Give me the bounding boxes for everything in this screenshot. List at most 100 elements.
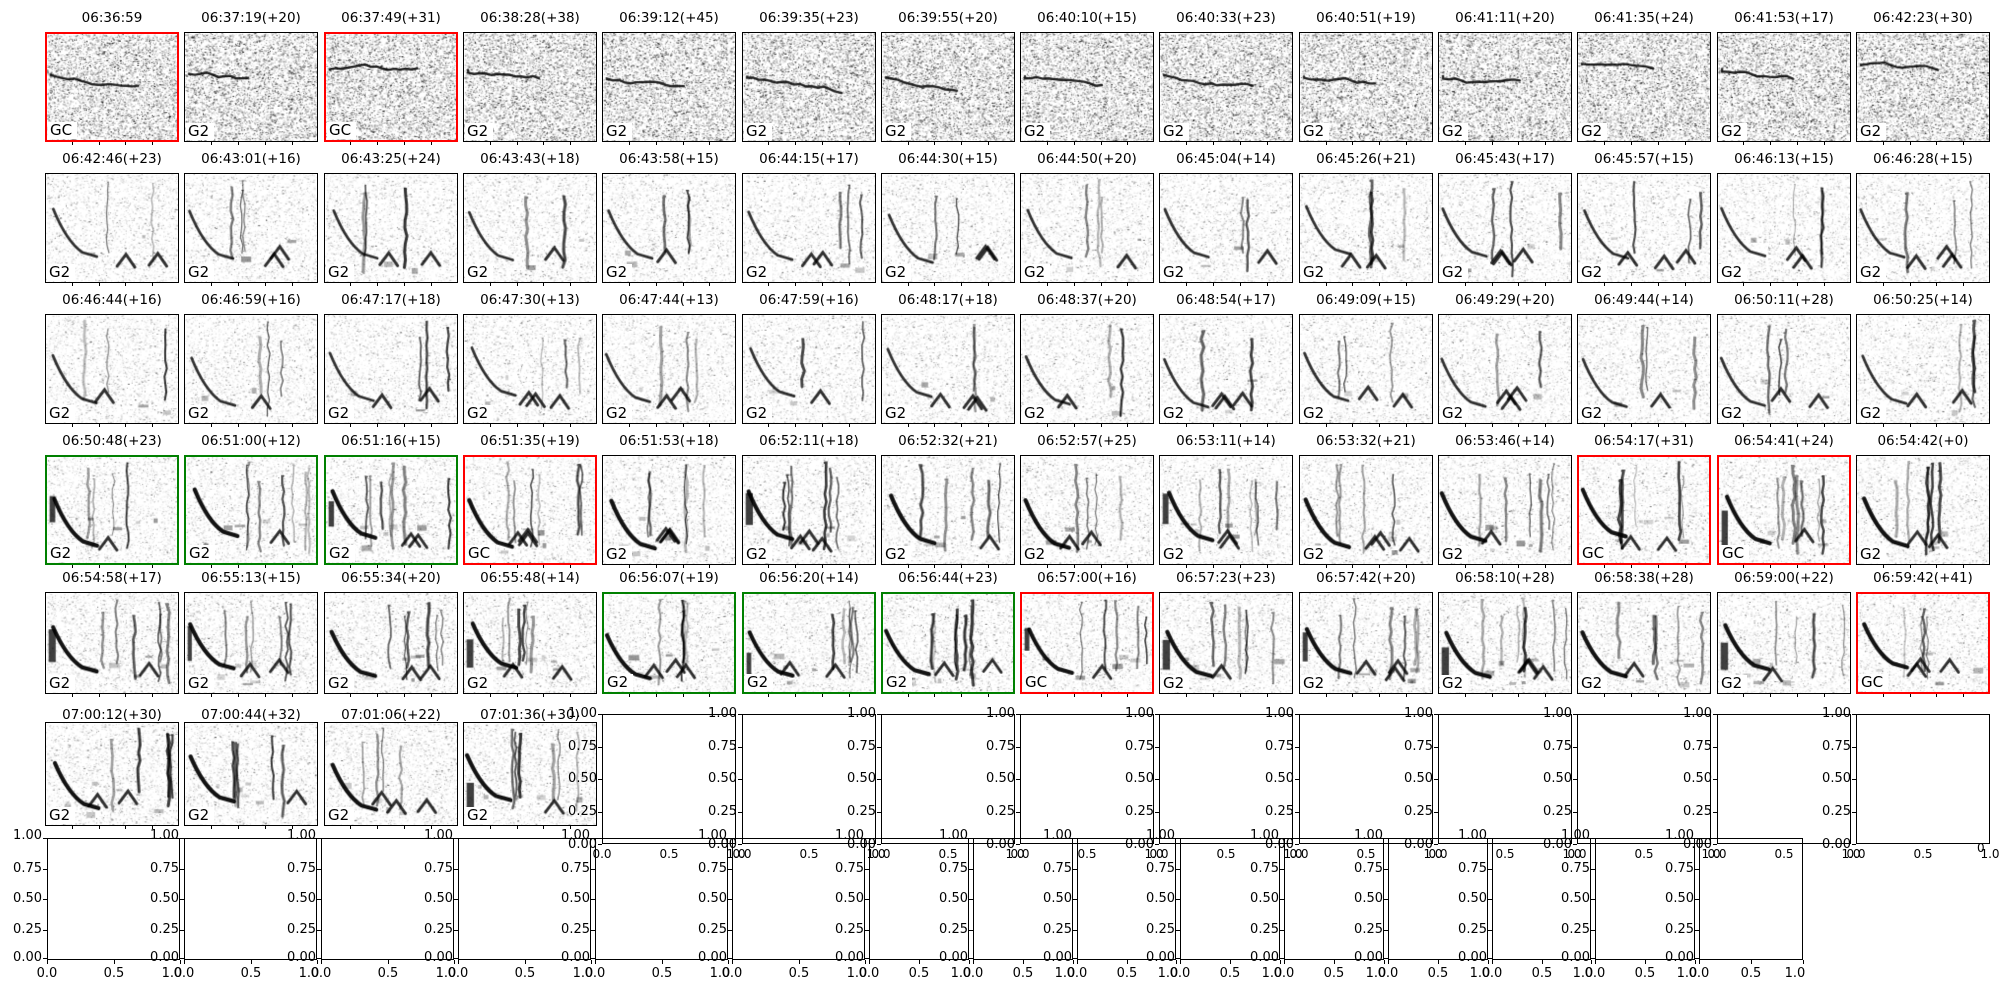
axis-tick [683, 142, 684, 145]
axis-tick [1824, 694, 1825, 697]
axis-tick [1240, 565, 1241, 568]
axis-tick [1545, 283, 1546, 286]
axis-tick [877, 844, 881, 845]
clip-title: 06:54:58(+17) [62, 570, 162, 586]
axis-tick [1685, 142, 1686, 145]
channel-label: G2 [1022, 264, 1051, 281]
clip-title: 06:43:58(+15) [619, 151, 719, 167]
spectrogram-cell: G2 [463, 722, 597, 826]
axis-tick [1406, 565, 1407, 568]
clip-title: 06:46:28(+15) [1873, 151, 1973, 167]
y-tick-label: 0.75 [847, 739, 876, 754]
spectrogram-cell: G2 [184, 592, 318, 694]
axis-tick [656, 694, 657, 697]
axis-tick [1488, 930, 1492, 931]
y-tick-label: 0.50 [835, 891, 864, 906]
axis-tick [1352, 565, 1353, 568]
channel-label: G2 [1858, 123, 1887, 140]
axis-tick [454, 838, 458, 839]
axis-tick [1743, 142, 1744, 145]
y-tick-label: 0.00 [561, 950, 590, 965]
axis-tick [1852, 812, 1856, 813]
y-tick-label: 0.25 [1683, 804, 1712, 819]
clip-title: 06:57:42(+20) [1316, 570, 1416, 586]
channel-label: G2 [1858, 264, 1887, 281]
x-tick-label: 0.0 [1010, 847, 1030, 861]
spectrogram-cell: GC [1856, 592, 1990, 694]
channel-label: G2 [1858, 546, 1887, 563]
spectrogram-cell: G2 [1438, 592, 1572, 694]
axis-tick [454, 930, 458, 931]
axis-tick [1213, 694, 1214, 697]
channel-label: G2 [1579, 123, 1608, 140]
axis-tick [1852, 779, 1856, 780]
spectrogram-cell: G2 [184, 314, 318, 424]
axis-tick [517, 424, 518, 427]
axis-tick [1047, 424, 1048, 427]
clip-title: 06:40:33(+23) [1176, 10, 1276, 26]
axis-tick [180, 899, 184, 900]
axis-tick [1770, 424, 1771, 427]
spectrogram-cell: G2 [184, 173, 318, 283]
x-tick-label: 0.0 [1707, 847, 1727, 861]
axis-tick [1824, 142, 1825, 145]
axis-tick [125, 424, 126, 427]
x-tick-label: 1.0 [1980, 847, 2000, 861]
axis-tick [543, 424, 544, 427]
y-tick-label: 0.00 [13, 950, 42, 965]
spectrogram-cell: G2 [45, 314, 179, 424]
x-tick-label: 0.0 [1428, 847, 1448, 861]
axis-tick [1240, 283, 1241, 286]
axis-tick [1852, 844, 1856, 845]
axis-tick [1770, 694, 1771, 697]
y-tick-label: 0.75 [1822, 739, 1851, 754]
x-tick-label: 0.0 [962, 966, 984, 981]
spectrogram-cell: G2 [1577, 592, 1711, 694]
clip-title: 06:46:13(+15) [1734, 151, 1834, 167]
clip-title: 06:57:23(+23) [1176, 570, 1276, 586]
channel-label: GC [1580, 545, 1610, 562]
channel-label: GC [48, 122, 78, 139]
y-tick-label: 1.00 [1043, 828, 1072, 843]
axis-tick [865, 930, 869, 931]
x-tick-label: 1.0 [435, 966, 457, 981]
axis-tick [317, 958, 321, 959]
clip-title: 06:47:30(+13) [480, 292, 580, 308]
empty-axes [1159, 714, 1293, 844]
y-tick-label: 1.00 [1354, 828, 1383, 843]
axis-tick [1155, 714, 1159, 715]
axis-tick [768, 424, 769, 427]
y-tick-label: 0.50 [150, 891, 179, 906]
x-tick-label: 0.5 [1356, 847, 1376, 861]
clip-title: 06:50:11(+28) [1734, 292, 1834, 308]
axis-tick [350, 283, 351, 286]
axis-tick [1176, 930, 1180, 931]
axis-tick [961, 694, 962, 697]
x-tick-label: 1.0 [1841, 847, 1861, 861]
axis-tick [114, 960, 115, 964]
axis-tick [43, 838, 47, 839]
axis-tick [1127, 960, 1128, 964]
axis-tick [908, 424, 909, 427]
y-tick-label: 0.50 [847, 771, 876, 786]
axis-tick [388, 960, 389, 964]
axis-tick [404, 283, 405, 286]
axis-tick [877, 812, 881, 813]
spectrogram-cell: G2 [1438, 32, 1572, 142]
channel-label: G2 [604, 546, 633, 563]
x-tick-label: 1.0 [572, 966, 594, 981]
y-tick-label: 0.75 [1665, 861, 1694, 876]
spectrogram-cell: GC [1717, 455, 1851, 565]
y-tick-label: 0.25 [939, 922, 968, 937]
clip-title: 06:47:17(+18) [341, 292, 441, 308]
axis-tick [1186, 424, 1187, 427]
axis-tick [1295, 714, 1299, 715]
axis-tick [1797, 283, 1798, 286]
axis-tick [768, 142, 769, 145]
axis-tick [1077, 960, 1078, 964]
clip-title: 06:50:25(+14) [1873, 292, 1973, 308]
axis-tick [152, 424, 153, 427]
axis-tick [877, 747, 881, 748]
axis-tick [525, 960, 526, 964]
channel-label: G2 [883, 405, 912, 422]
